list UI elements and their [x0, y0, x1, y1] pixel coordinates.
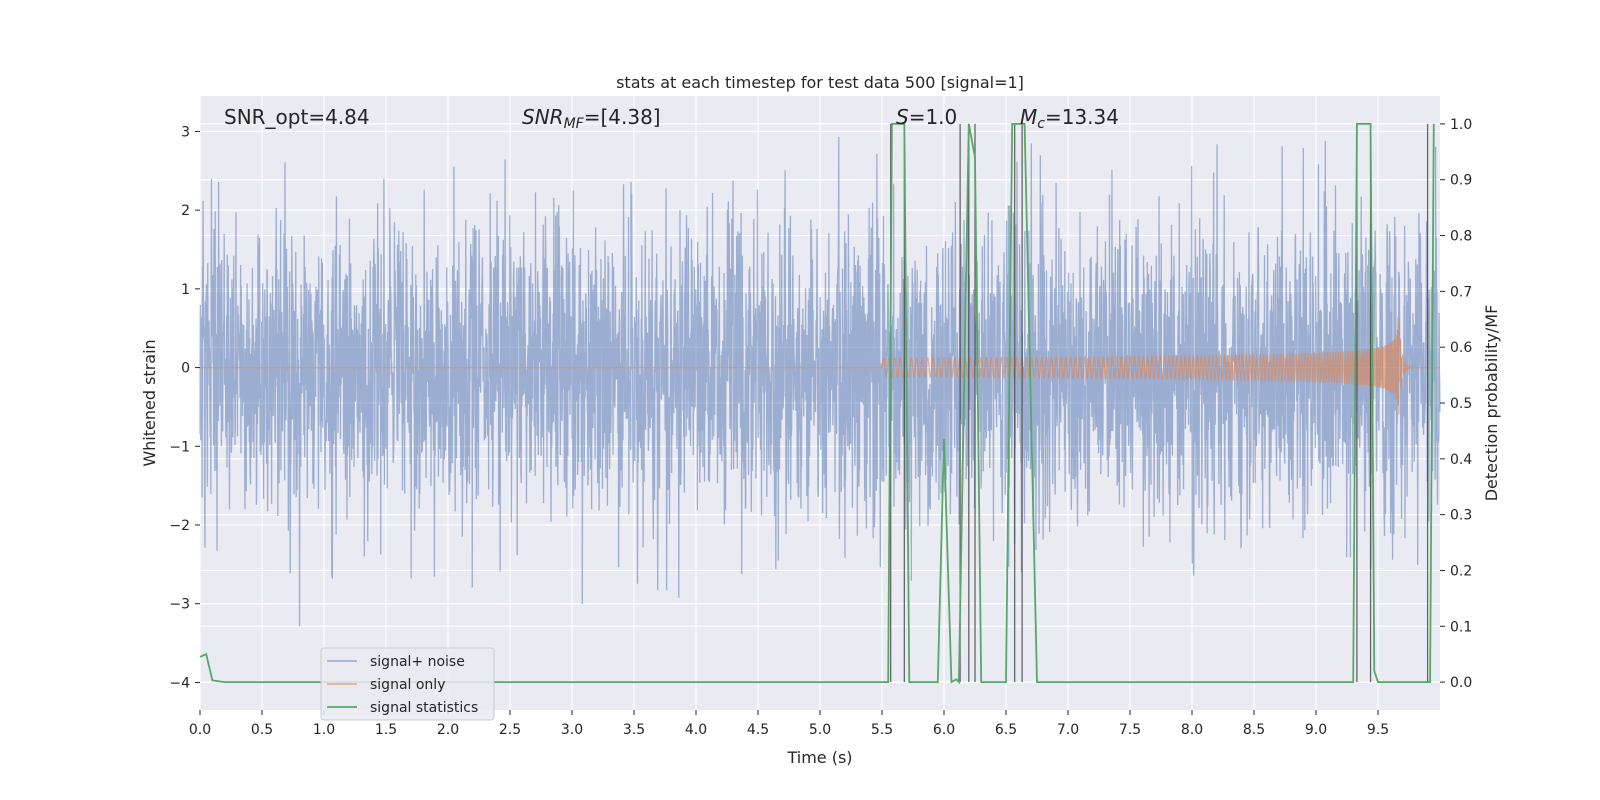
y-right-tick-label: 0.6 — [1450, 340, 1472, 356]
annotation-mc-subscript: c — [1037, 116, 1045, 132]
annotation-snr-mf-value: =[4.38] — [584, 105, 661, 129]
annotation-s: S=1.0 — [896, 105, 957, 129]
y-tick-label: 2 — [181, 203, 190, 219]
annotation-s-symbol: S — [896, 105, 909, 129]
y-right-tick-label: 0.7 — [1450, 284, 1472, 300]
x-tick-label: 9.0 — [1305, 722, 1327, 738]
x-tick-label: 5.0 — [809, 722, 831, 738]
y-tick-label: −2 — [169, 518, 190, 534]
annotation-snr-mf-symbol: SNR — [522, 105, 564, 129]
annotation-mc: Mc=13.34 — [1020, 105, 1119, 132]
x-tick-label: 1.0 — [313, 722, 335, 738]
y-tick-label: −3 — [169, 597, 190, 613]
annotation-snr-mf: SNRMF=[4.38] — [522, 105, 661, 132]
legend-label-signal-statistics: signal statistics — [370, 700, 478, 716]
x-tick-label: 6.5 — [995, 722, 1017, 738]
x-tick-label: 0.5 — [251, 722, 273, 738]
x-axis-label: Time (s) — [786, 748, 852, 767]
y-right-tick-label: 0.8 — [1450, 229, 1472, 245]
y-axis-ticks: 3 2 1 0 −1 −2 −3 −4 — [169, 124, 200, 691]
series-signal-statistics — [199, 123, 1435, 685]
chart-title: stats at each timestep for test data 500… — [616, 73, 1024, 92]
y-right-tick-label: 1.0 — [1450, 117, 1472, 133]
annotation-mc-symbol: M — [1020, 105, 1037, 129]
y-tick-label: −1 — [169, 439, 190, 455]
annotation-s-value: =1.0 — [909, 105, 958, 129]
x-tick-label: 1.5 — [375, 722, 397, 738]
x-tick-label: 8.5 — [1243, 722, 1265, 738]
annotation-snr-opt: SNR_opt=4.84 — [224, 105, 370, 129]
legend-label-signal-only: signal only — [370, 677, 445, 693]
y-right-tick-label: 0.9 — [1450, 173, 1472, 189]
x-tick-label: 2.5 — [499, 722, 521, 738]
x-tick-label: 3.5 — [623, 722, 645, 738]
y-tick-label: 3 — [181, 124, 190, 140]
y-tick-label: −4 — [169, 675, 190, 691]
annotation-snr-mf-subscript: MF — [564, 116, 585, 132]
y-right-tick-label: 0.2 — [1450, 563, 1472, 579]
x-tick-label: 8.0 — [1181, 722, 1203, 738]
y-tick-label: 1 — [181, 282, 190, 298]
series-signal-plus-noise — [199, 137, 1441, 627]
y-axis-label: Whitened strain — [140, 339, 159, 466]
x-tick-label: 0.0 — [189, 722, 211, 738]
y-right-axis-label: Detection probability/MF — [1482, 305, 1501, 502]
annotation-mc-value: =13.34 — [1045, 105, 1119, 129]
plot-series — [199, 123, 1441, 685]
y-right-tick-label: 0.4 — [1450, 452, 1472, 468]
x-tick-label: 2.0 — [437, 722, 459, 738]
x-tick-label: 3.0 — [561, 722, 583, 738]
legend-box — [320, 647, 495, 721]
y-right-tick-label: 0.5 — [1450, 396, 1472, 412]
legend: signal+ noise signal only signal statist… — [320, 647, 495, 721]
y-right-tick-label: 0.3 — [1450, 508, 1472, 524]
x-tick-label: 7.0 — [1057, 722, 1079, 738]
x-tick-label: 4.5 — [747, 722, 769, 738]
y-right-tick-label: 0.0 — [1450, 675, 1472, 691]
y-tick-label: 0 — [181, 361, 190, 377]
x-tick-label: 5.5 — [871, 722, 893, 738]
x-tick-label: 7.5 — [1119, 722, 1141, 738]
x-tick-label: 6.0 — [933, 722, 955, 738]
y-right-tick-label: 0.1 — [1450, 619, 1472, 635]
legend-label-signal-plus-noise: signal+ noise — [370, 654, 465, 670]
x-tick-label: 4.0 — [685, 722, 707, 738]
y-right-axis-ticks: 1.0 0.9 0.8 0.7 0.6 0.5 0.4 0.3 0.2 0.1 0.0 — [1440, 117, 1472, 691]
x-tick-label: 9.5 — [1367, 722, 1389, 738]
x-axis-ticks: 0.0 0.5 1.0 1.5 2.0 2.5 3.0 3.5 4.0 4.5 5.0 5.5 6.0 6… — [189, 710, 1389, 738]
